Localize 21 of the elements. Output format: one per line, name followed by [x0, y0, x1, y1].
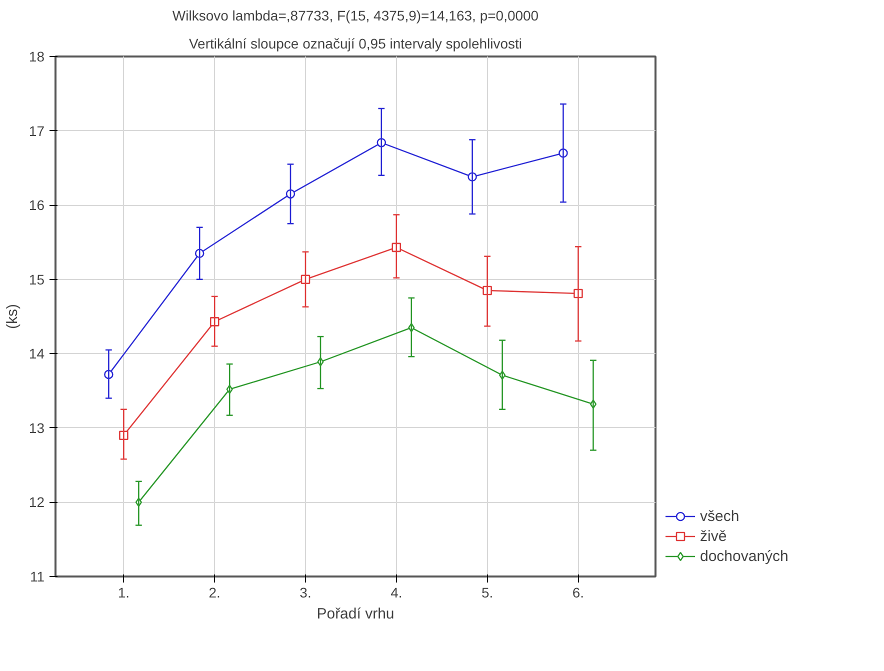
- y-tick-label: 18: [28, 48, 45, 64]
- y-tick-label: 11: [30, 568, 45, 584]
- x-tick-label: 3.: [300, 584, 312, 600]
- x-tick-label: 5.: [481, 584, 494, 600]
- chart-title: Wilksovo lambda=,87733, F(15, 4375,9)=14,163, p=0,0000: [172, 8, 539, 24]
- chart-subtitle: Vertikální sloupce označují 0,95 intervaly spolehlivosti: [188, 36, 522, 52]
- legend-label: dochovaných: [700, 548, 788, 564]
- y-tick-label: 12: [28, 494, 45, 510]
- legend-label: živě: [700, 528, 727, 544]
- x-axis-title: Pořadí vrhu: [316, 606, 394, 622]
- y-tick-label: 13: [28, 420, 45, 436]
- y-tick-label: 17: [28, 122, 45, 139]
- legend-label: všech: [700, 508, 740, 524]
- x-tick-label: 2.: [208, 584, 220, 600]
- x-tick-label: 6.: [572, 584, 584, 600]
- y-tick-label: 16: [28, 197, 45, 214]
- x-tick-label: 1.: [118, 584, 130, 600]
- y-tick-label: 15: [28, 271, 45, 288]
- x-tick-label: 4.: [390, 584, 402, 600]
- y-tick-label: 14: [28, 346, 45, 362]
- y-axis-title: (ks): [4, 304, 21, 329]
